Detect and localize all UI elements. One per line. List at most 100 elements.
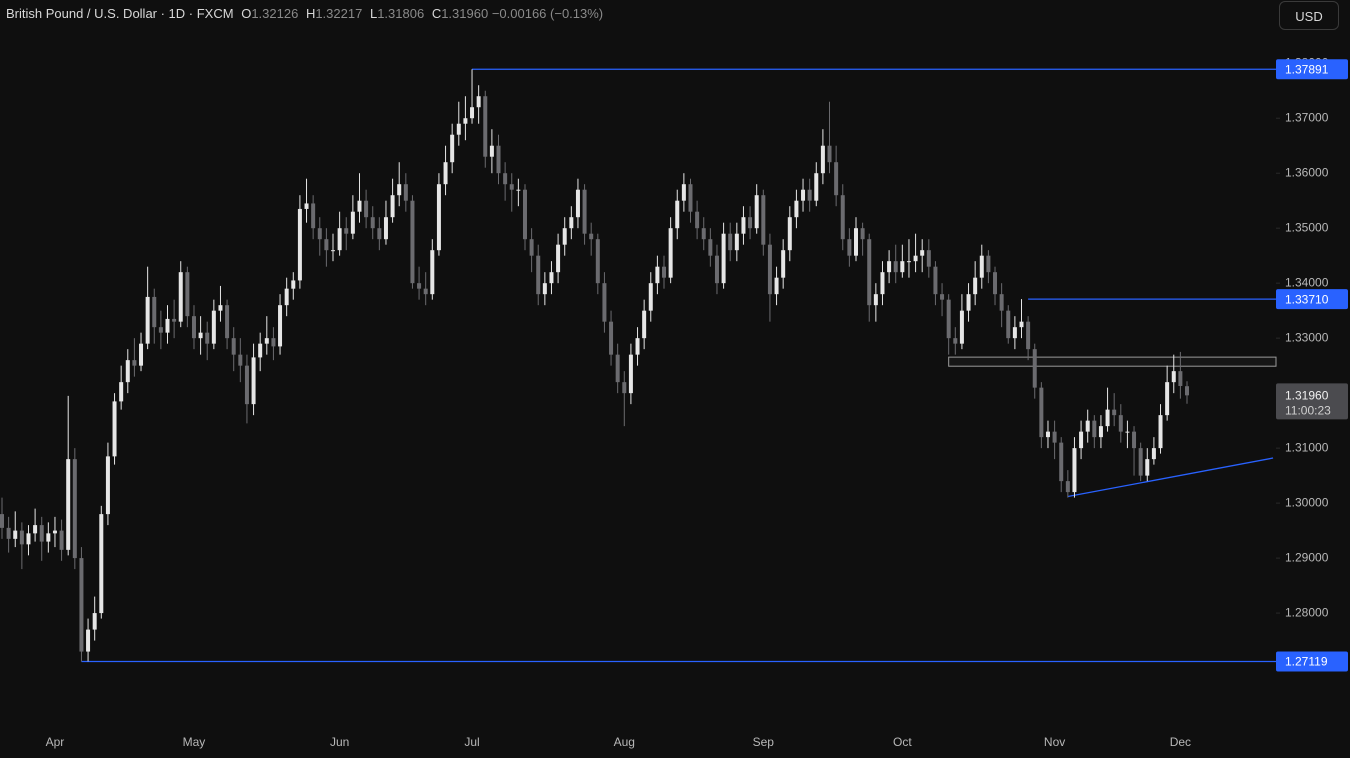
candle-body [1019,321,1024,328]
x-tick-label: Apr [46,735,65,749]
candle-body [774,277,779,295]
symbol-title: British Pound / U.S. Dollar · 1D · FXCM [6,6,234,21]
candle-body [456,123,461,135]
candle-body [536,255,541,295]
candle-body [933,266,938,295]
candle-body [999,294,1004,311]
candle-body [695,211,700,229]
price-label: 1.31960 [1285,389,1329,403]
candle-body [271,338,276,347]
candle-body [0,514,4,528]
candle-body [244,365,249,405]
candle-body [72,459,77,559]
candle-body [13,530,18,539]
candle-body [46,533,51,542]
level-label: 1.27119 [1285,655,1328,669]
candle-body [1052,431,1057,443]
candle-body [483,96,488,157]
candle-body [953,338,958,344]
change: −0.00166 (−0.13%) [491,6,604,21]
x-tick-label: Dec [1170,735,1191,749]
candle-body [887,261,892,273]
candle-body [331,250,336,252]
candle-body [1026,321,1031,350]
candle-body [205,332,210,344]
candle-body [595,239,600,284]
candle-body [1125,431,1130,433]
candle-body [364,200,369,218]
candle-body [893,261,898,273]
y-tick-label: 1.37000 [1285,110,1329,124]
x-tick-label: Aug [614,735,635,749]
level-badge [1276,59,1348,80]
candle-body [489,145,494,157]
candle-body [430,250,435,295]
candle-body [734,233,739,251]
candle-body [701,228,706,240]
candle-body [675,200,680,229]
candle-body [145,296,150,344]
currency-button[interactable]: USD [1279,1,1339,30]
candle-body [218,305,223,311]
candle-body [940,294,945,300]
candle-body [926,250,931,267]
candle-body [575,189,580,218]
candle-body [562,228,567,245]
candle-body [635,338,640,355]
candle-body [350,211,355,234]
countdown: 11:00:23 [1285,404,1331,418]
y-tick-label: 1.28000 [1285,605,1329,619]
candle-body [966,294,971,311]
candle-body [609,321,614,355]
candle-body [317,228,322,240]
candle-body [390,195,395,218]
candle-body [794,200,799,218]
y-tick-label: 1.31000 [1285,440,1329,454]
candle-body [1105,409,1110,427]
candle-body [344,228,349,234]
candle-body [529,239,534,256]
candle-body [814,173,819,201]
candle-body [642,310,647,339]
candle-body [681,184,686,201]
ohlc-value: 1.31960 [441,6,489,21]
candle-body [721,233,726,284]
resistance-zone [948,356,1277,367]
candle-body [278,305,283,347]
candle-body [132,360,137,366]
x-tick-label: Jul [464,735,479,749]
candle-body [582,189,587,234]
candle-body [662,266,667,278]
candle-body [443,162,448,185]
candle-body [1079,431,1084,449]
candle-body [569,217,574,229]
candle-body [112,401,117,457]
level-badge [1276,651,1348,672]
candle-body [225,305,230,339]
candle-body [291,280,296,289]
candle-body [158,327,163,333]
candle-body [423,288,428,295]
candle-body [191,316,196,339]
candle-body [781,250,786,278]
candle-body [648,283,653,311]
candle-body [337,228,342,251]
candle-body [946,299,951,339]
candle-body [1138,448,1143,476]
candle-body [99,514,104,614]
candle-body [516,189,521,191]
candle-body [86,629,91,652]
ohlc-key: O [241,6,252,21]
candle-body [211,310,216,344]
candle-body [417,283,422,289]
candle-body [284,288,289,306]
ohlc-key: H [305,6,316,21]
candle-body [622,382,627,394]
candle-body [913,255,918,262]
candle-body [807,189,812,201]
candle-body [873,294,878,306]
candle-body [668,228,673,278]
candle-body [476,96,481,108]
candle-body [1165,382,1170,416]
